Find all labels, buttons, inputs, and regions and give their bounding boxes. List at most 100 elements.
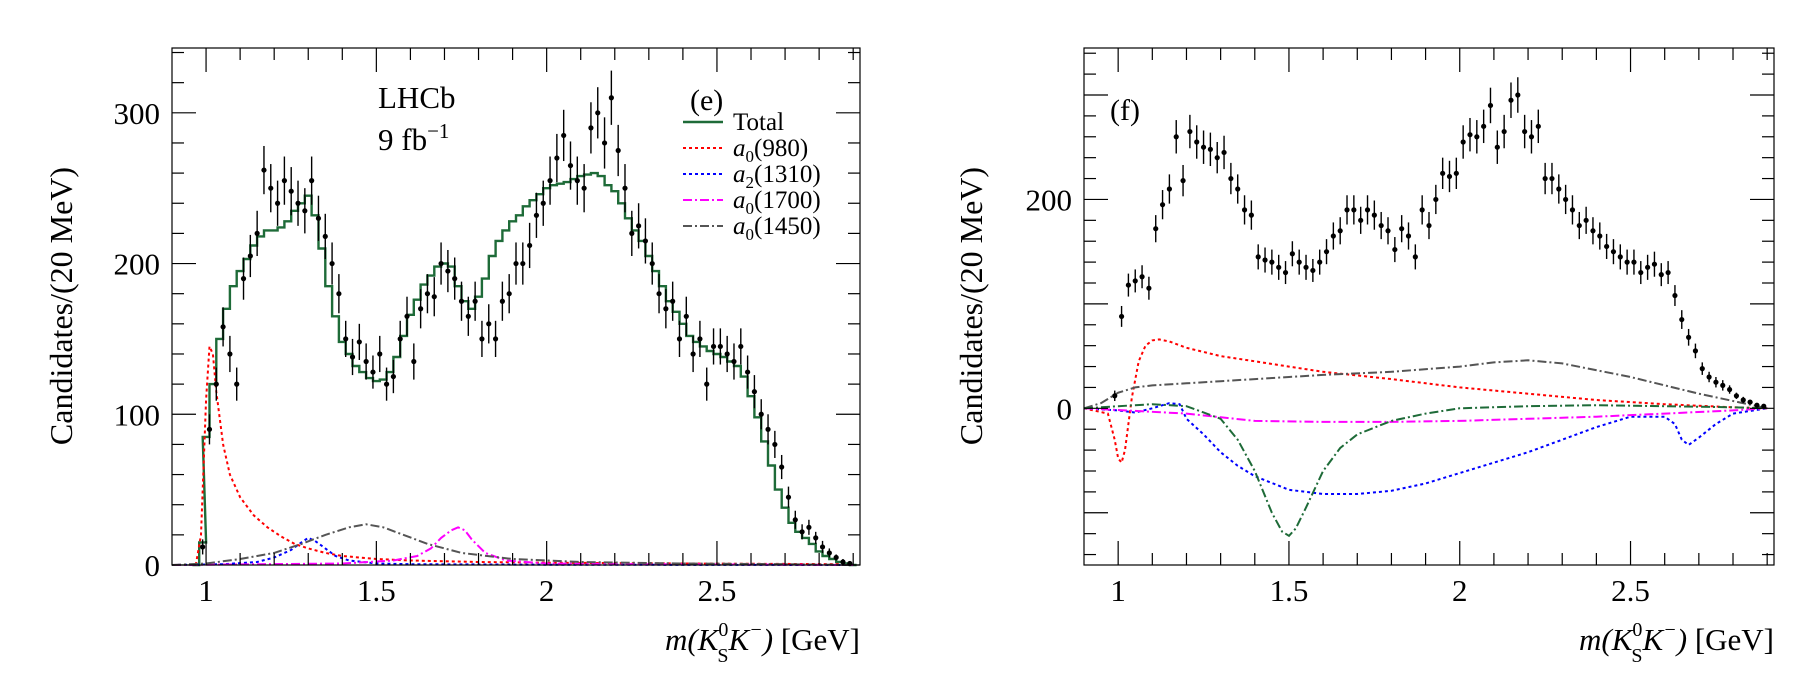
data-point (520, 242, 526, 285)
data-point (1255, 244, 1261, 270)
data-point (1344, 195, 1350, 225)
data-point (268, 164, 274, 213)
data-point (479, 320, 485, 357)
data-point (642, 218, 649, 264)
data-point (547, 156, 553, 205)
data-point (1487, 87, 1494, 124)
data-point (1597, 222, 1603, 250)
series-a0-1700 (171, 526, 854, 566)
data-point (1173, 120, 1179, 154)
data-point (1296, 249, 1302, 275)
data-point (383, 367, 390, 401)
data-point (1638, 261, 1644, 285)
data-point (833, 554, 839, 561)
x-tick-label: 1 (1110, 573, 1126, 608)
data-point (390, 360, 396, 394)
data-point (1522, 114, 1528, 149)
data-point (1180, 164, 1186, 197)
data-point (1651, 251, 1658, 277)
data-point (1556, 174, 1562, 204)
data-point (1337, 217, 1343, 245)
data-point (445, 249, 451, 293)
data-point (1426, 211, 1432, 240)
panel-f: 1 1.5 2 2.5 0 200 (f) Candidates/(20 MeV) m(… (953, 47, 1775, 667)
data-point (683, 296, 689, 336)
data-point (758, 399, 764, 430)
data-point (1535, 109, 1541, 144)
data-point (377, 335, 383, 373)
series-a0-1450 (1083, 359, 1768, 410)
data-point (1200, 130, 1207, 164)
data-point (295, 180, 301, 226)
data-point (1617, 244, 1623, 270)
panel-e-ylabel: Candidates/(20 MeV) (43, 167, 79, 445)
data-point (1474, 120, 1480, 154)
data-point (1542, 162, 1548, 195)
data-point (424, 274, 431, 314)
data-point (452, 257, 458, 300)
data-point (499, 281, 505, 321)
data-point (1501, 114, 1507, 149)
data-point (356, 323, 362, 361)
data-point (717, 328, 723, 365)
data-point (1187, 114, 1193, 149)
data-point (227, 335, 233, 373)
data-point (1713, 377, 1719, 388)
data-point (1569, 195, 1576, 225)
panel-f-x-ticks: 1 1.5 2 2.5 (1110, 48, 1768, 608)
data-point (1692, 343, 1699, 359)
data-point (622, 164, 628, 213)
series-a0-1450 (171, 523, 854, 566)
x-tick-label: 1.5 (357, 573, 396, 608)
data-point (1440, 157, 1446, 189)
data-point (636, 203, 642, 249)
data-point (1132, 269, 1138, 293)
data-point (1515, 77, 1521, 113)
x-tick-label: 2.5 (1611, 573, 1650, 608)
data-point (1139, 265, 1145, 289)
legend-label: a2(1310) (733, 161, 821, 192)
data-point (206, 414, 213, 445)
data-point (595, 87, 601, 139)
data-point (1761, 403, 1767, 409)
data-point (329, 242, 335, 285)
series-a0-980 (194, 345, 854, 566)
data-point (1317, 249, 1323, 275)
data-point (1228, 162, 1234, 195)
data-point (813, 531, 819, 544)
data-point (1364, 195, 1371, 225)
data-point (1392, 237, 1398, 263)
data-point (1399, 215, 1405, 243)
panel-f-xlabel: m(K0 SK−) [GeV] (1579, 619, 1774, 667)
y-tick-label: 100 (114, 397, 161, 432)
legend-item-total: Total (683, 109, 784, 136)
panel-e-xlabel: m(K0 SK−) [GeV] (665, 619, 860, 667)
data-point (1754, 402, 1760, 408)
data-point (765, 414, 771, 445)
legend-label: a0(1700) (733, 187, 821, 218)
data-point (240, 257, 247, 300)
legend-label: a0(980) (733, 135, 808, 166)
series-a0-980 (1083, 338, 1768, 465)
series-a2-1310 (171, 536, 854, 566)
data-point (1665, 261, 1671, 285)
data-point (1726, 385, 1733, 394)
data-point (1235, 174, 1241, 204)
data-point (1740, 396, 1746, 404)
data-point (779, 454, 785, 480)
data-point (1112, 390, 1118, 402)
data-point (656, 274, 662, 314)
data-point (554, 133, 560, 183)
panel-e-y-ticks: 0 100 200 300 (114, 51, 860, 583)
data-point (1453, 157, 1459, 189)
x-tick-label: 2 (1452, 573, 1468, 608)
data-point (418, 289, 424, 329)
data-point (1351, 195, 1357, 225)
data-point (1733, 392, 1740, 399)
data-point (1658, 263, 1664, 287)
data-point (1528, 120, 1535, 154)
data-point (1446, 160, 1453, 193)
data-point (1276, 254, 1282, 280)
data-point (1214, 142, 1220, 174)
